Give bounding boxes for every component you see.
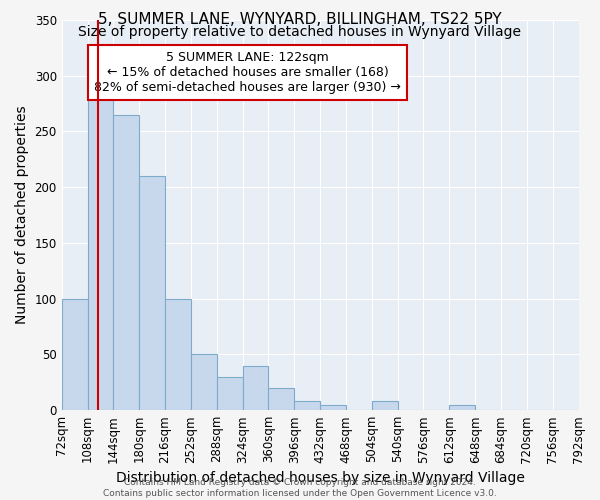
Bar — [113, 115, 139, 410]
Text: 5, SUMMER LANE, WYNYARD, BILLINGHAM, TS22 5PY: 5, SUMMER LANE, WYNYARD, BILLINGHAM, TS2… — [98, 12, 502, 28]
Bar — [320, 404, 346, 410]
X-axis label: Distribution of detached houses by size in Wynyard Village: Distribution of detached houses by size … — [116, 471, 524, 485]
Bar — [191, 354, 217, 410]
Bar — [268, 388, 294, 410]
Bar — [139, 176, 165, 410]
Text: Size of property relative to detached houses in Wynyard Village: Size of property relative to detached ho… — [79, 25, 521, 39]
Bar — [165, 298, 191, 410]
Bar — [242, 366, 268, 410]
Bar — [88, 92, 113, 410]
Bar — [217, 376, 242, 410]
Text: 5 SUMMER LANE: 122sqm
← 15% of detached houses are smaller (168)
82% of semi-det: 5 SUMMER LANE: 122sqm ← 15% of detached … — [94, 51, 401, 94]
Y-axis label: Number of detached properties: Number of detached properties — [15, 106, 29, 324]
Bar — [62, 298, 88, 410]
Bar — [372, 402, 398, 410]
Bar — [294, 402, 320, 410]
Bar — [449, 404, 475, 410]
Text: Contains HM Land Registry data © Crown copyright and database right 2024.
Contai: Contains HM Land Registry data © Crown c… — [103, 478, 497, 498]
